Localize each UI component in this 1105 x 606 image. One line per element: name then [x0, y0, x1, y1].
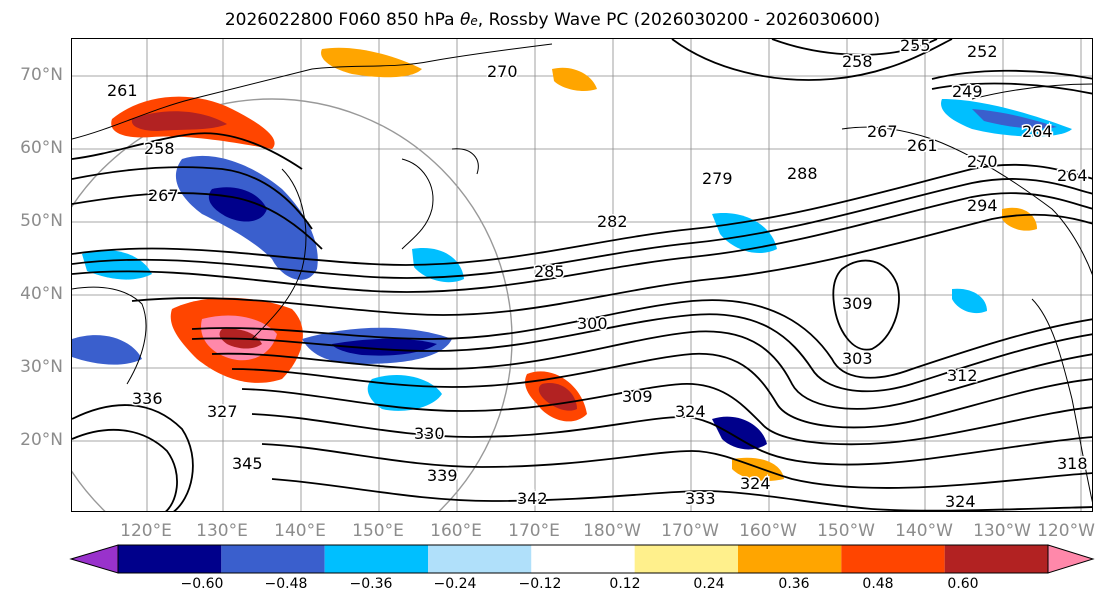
map-panel: 261 258 267 270 264 255 252 249 258 261 … [71, 38, 1093, 512]
clabel-261: 261 [107, 81, 138, 100]
lat-label-30n: 30°N [20, 357, 63, 377]
clabel-324b: 324 [740, 474, 771, 493]
clabel-264: 264 [1057, 166, 1088, 185]
clabel-300: 300 [577, 314, 608, 333]
title-suffix: , Rossby Wave PC (2026030200 - 202603060… [477, 10, 881, 30]
clabel-279: 279 [702, 169, 733, 188]
lon-label-130w: 130°W [973, 521, 1031, 541]
lon-label-140w: 140°W [895, 521, 953, 541]
clabel-267: 267 [148, 186, 179, 205]
map-svg: 261 258 267 270 264 255 252 249 258 261 … [72, 39, 1092, 511]
lat-label-70n: 70°N [20, 65, 63, 85]
figure-title: 2026022800 F060 850 hPa θe, Rossby Wave … [0, 10, 1105, 30]
colorbar [69, 544, 1095, 574]
title-prefix: 2026022800 F060 850 hPa [224, 10, 460, 30]
lon-label-150w: 150°W [817, 521, 875, 541]
lat-label-60n: 60°N [20, 138, 63, 158]
contour-labels: 261 258 267 270 264 255 252 249 258 261 … [106, 39, 1090, 511]
clabel-330: 330 [414, 424, 445, 443]
cbar-tick-048: 0.48 [862, 576, 894, 592]
colorbar-bins [69, 544, 1095, 574]
clabel-309b: 309 [622, 387, 653, 406]
clabel-261b: 261 [907, 136, 938, 155]
cbar-tick-m036: −0.36 [349, 576, 393, 592]
lat-label-20n: 20°N [20, 430, 63, 450]
cbar-tick-036: 0.36 [778, 576, 810, 592]
clabel-255: 255 [900, 39, 931, 55]
lon-label-120e: 120°E [120, 521, 172, 541]
lon-label-160w: 160°W [739, 521, 797, 541]
lon-label-140e: 140°E [274, 521, 326, 541]
lon-label-180w: 180°W [583, 521, 641, 541]
contours [72, 39, 1092, 511]
lon-label-170e: 170°E [508, 521, 560, 541]
clabel-327: 327 [207, 402, 238, 421]
clabel-345: 345 [232, 454, 263, 473]
clabel-336: 336 [132, 389, 163, 408]
colorbar-bin-under [69, 544, 119, 574]
title-theta-subscript: e [470, 14, 478, 28]
clabel-258b: 258 [842, 52, 873, 71]
colorbar-bin [738, 545, 842, 573]
colorbar-bin [531, 545, 635, 573]
colorbar-bin-over [1047, 544, 1095, 574]
clabel-249: 249 [952, 82, 983, 101]
clabel-282: 282 [597, 212, 628, 231]
clabel-309: 309 [842, 294, 873, 313]
clabel-339: 339 [427, 466, 458, 485]
colorbar-bin [221, 545, 325, 573]
lon-label-170w: 170°W [661, 521, 719, 541]
clabel-324c: 324 [945, 492, 976, 511]
clabel-318: 318 [1057, 454, 1088, 473]
clabel-264b: 264 [1022, 122, 1053, 141]
graticule [72, 39, 1092, 511]
colorbar-bin [428, 545, 532, 573]
clabel-312: 312 [947, 366, 978, 385]
clabel-303: 303 [842, 349, 873, 368]
lat-label-50n: 50°N [20, 211, 63, 231]
lon-label-160e: 160°E [430, 521, 482, 541]
lat-label-40n: 40°N [20, 284, 63, 304]
clabel-324: 324 [675, 402, 706, 421]
cbar-tick-024: 0.24 [693, 576, 725, 592]
cbar-tick-m012: −0.12 [518, 576, 562, 592]
clabel-288: 288 [787, 164, 818, 183]
cbar-tick-m060: −0.60 [180, 576, 224, 592]
title-theta: θ [460, 10, 471, 30]
lon-label-130e: 130°E [196, 521, 248, 541]
cbar-tick-m024: −0.24 [433, 576, 477, 592]
colorbar-bin [324, 545, 428, 573]
colorbar-bin [944, 545, 1048, 573]
clabel-270b: 270 [967, 152, 998, 171]
clabel-294: 294 [967, 196, 998, 215]
cbar-tick-060: 0.60 [947, 576, 979, 592]
colorbar-bin [841, 545, 945, 573]
coastlines [72, 43, 1092, 503]
clabel-270: 270 [487, 62, 518, 81]
clabel-258: 258 [144, 139, 175, 158]
colorbar-bin [634, 545, 738, 573]
lon-label-120w: 120°W [1037, 521, 1095, 541]
circle-marker [72, 98, 513, 511]
cbar-tick-m048: −0.48 [264, 576, 308, 592]
cbar-tick-012: 0.12 [609, 576, 641, 592]
clabel-285: 285 [534, 262, 565, 281]
colorbar-outline [117, 544, 1049, 574]
clabel-252: 252 [967, 42, 998, 61]
clabel-267b: 267 [867, 122, 898, 141]
clabel-342: 342 [517, 489, 548, 508]
colorbar-bin [118, 545, 222, 573]
lon-label-150e: 150°E [352, 521, 404, 541]
clabel-333: 333 [685, 489, 716, 508]
